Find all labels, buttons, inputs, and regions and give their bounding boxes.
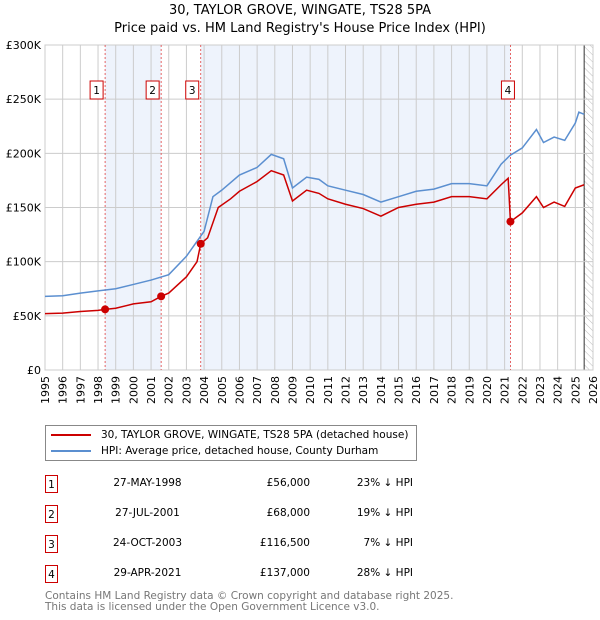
sale-point — [157, 292, 166, 301]
legend-label: 30, TAYLOR GROVE, WINGATE, TS28 5PA (det… — [101, 429, 409, 441]
sale-label-box — [500, 80, 515, 100]
sale-row: 2 27-JUL-2001 £68,000 19% ↓ HPI — [45, 505, 413, 523]
title: 30, TAYLOR GROVE, WINGATE, TS28 5PA — [168, 3, 432, 18]
x-tick-label: 2021 — [499, 376, 512, 404]
y-tick-label: £50K — [13, 310, 42, 323]
sale-date: 29-APR-2021 — [113, 567, 182, 579]
x-tick-label: 1995 — [39, 376, 52, 404]
x-tick-label: 2024 — [552, 376, 565, 404]
legend-label: HPI: Average price, detached house, Coun… — [101, 445, 379, 457]
x-tick-label: 2009 — [286, 376, 299, 404]
sale-hpi-diff: 23% ↓ HPI — [356, 477, 413, 489]
x-tick-label: 1998 — [92, 376, 105, 404]
sale-point — [506, 217, 515, 226]
x-tick-label: 2007 — [251, 376, 264, 404]
legend-swatch-blue — [51, 450, 91, 452]
sale-price: £137,000 — [259, 567, 310, 579]
x-tick-label: 2001 — [145, 376, 158, 404]
x-tick-label: 2019 — [463, 376, 476, 404]
x-tick-label: 2020 — [481, 376, 494, 404]
x-tick-label: 2011 — [322, 376, 335, 404]
y-tick-label: £300K — [6, 39, 42, 52]
x-tick-label: 2016 — [410, 376, 423, 404]
y-tick-label: £250K — [6, 93, 42, 106]
sale-price: £56,000 — [266, 477, 310, 489]
sale-row: 4 29-APR-2021 £137,000 28% ↓ HPI — [45, 565, 413, 583]
legend-item-hpi: HPI: Average price, detached house, Coun… — [51, 445, 378, 457]
footer-line: Contains HM Land Registry data © Crown c… — [45, 590, 454, 602]
footer-line: This data is licensed under the Open Gov… — [45, 600, 380, 613]
subtitle: Price paid vs. HM Land Registry's House … — [114, 21, 486, 36]
sale-point — [101, 305, 110, 314]
sale-price: £68,000 — [266, 507, 310, 519]
sale-date: 27-JUL-2001 — [115, 507, 180, 519]
x-tick-label: 1997 — [74, 376, 87, 404]
sale-label-box — [145, 80, 160, 100]
plot-border — [44, 44, 594, 371]
x-tick-label: 2012 — [340, 376, 353, 404]
x-tick-label: 2004 — [198, 376, 211, 404]
y-tick-label: £100K — [6, 256, 42, 269]
x-tick-label: 2023 — [534, 376, 547, 404]
x-tick-label: 2002 — [163, 376, 176, 404]
x-tick-label: 2025 — [569, 376, 582, 404]
x-tick-label: 2018 — [446, 376, 459, 404]
sale-label-box — [89, 80, 104, 100]
sale-row: 3 24-OCT-2003 £116,500 7% ↓ HPI — [45, 535, 413, 553]
legend-item-property: 30, TAYLOR GROVE, WINGATE, TS28 5PA (det… — [51, 429, 408, 441]
sale-hpi-diff: 19% ↓ HPI — [356, 507, 413, 519]
sale-point — [196, 239, 205, 248]
sale-date: 27-MAY-1998 — [113, 477, 182, 489]
x-tick-label: 1996 — [57, 376, 70, 404]
x-tick-label: 2000 — [127, 376, 140, 404]
x-tick-label: 2005 — [216, 376, 229, 404]
sale-number: 3 — [45, 535, 58, 553]
sale-number: 1 — [45, 475, 58, 493]
x-tick-label: 2013 — [357, 376, 370, 404]
x-tick-label: 2008 — [269, 376, 282, 404]
x-tick-label: 2010 — [304, 376, 317, 404]
sale-label: 2 — [149, 85, 156, 97]
y-tick-label: £150K — [6, 202, 42, 215]
sale-label: 1 — [93, 85, 100, 97]
sale-date: 24-OCT-2003 — [113, 537, 182, 549]
sale-label: 3 — [189, 85, 196, 97]
y-tick-label: £0 — [27, 364, 41, 377]
sale-row: 1 27-MAY-1998 £56,000 23% ↓ HPI — [45, 475, 413, 493]
series-line — [44, 111, 585, 298]
sale-hpi-diff: 7% ↓ HPI — [363, 537, 413, 549]
legend: 30, TAYLOR GROVE, WINGATE, TS28 5PA (det… — [45, 425, 417, 461]
sale-number: 2 — [45, 505, 58, 523]
chart-title: 30, TAYLOR GROVE, WINGATE, TS28 5PA Pric… — [0, 2, 600, 38]
x-tick-label: 1999 — [110, 376, 123, 404]
x-tick-label: 2003 — [180, 376, 193, 404]
sale-number: 4 — [45, 565, 58, 583]
footer: Contains HM Land Registry data © Crown c… — [45, 591, 453, 612]
x-tick-label: 2015 — [393, 376, 406, 404]
sale-label-box — [185, 80, 200, 100]
y-tick-label: £200K — [6, 147, 42, 160]
sale-label: 4 — [505, 85, 512, 97]
x-tick-label: 2014 — [375, 376, 388, 404]
x-tick-label: 2026 — [587, 376, 600, 404]
sale-price: £116,500 — [259, 537, 310, 549]
sale-hpi-diff: 28% ↓ HPI — [356, 567, 413, 579]
legend-swatch-red — [51, 434, 91, 436]
x-tick-label: 2006 — [233, 376, 246, 404]
x-tick-label: 2022 — [516, 376, 529, 404]
x-tick-label: 2017 — [428, 376, 441, 404]
price-chart: 1995 1996 1997 1998 1999 2000 2001 2002 2003 2004… — [6, 39, 600, 404]
